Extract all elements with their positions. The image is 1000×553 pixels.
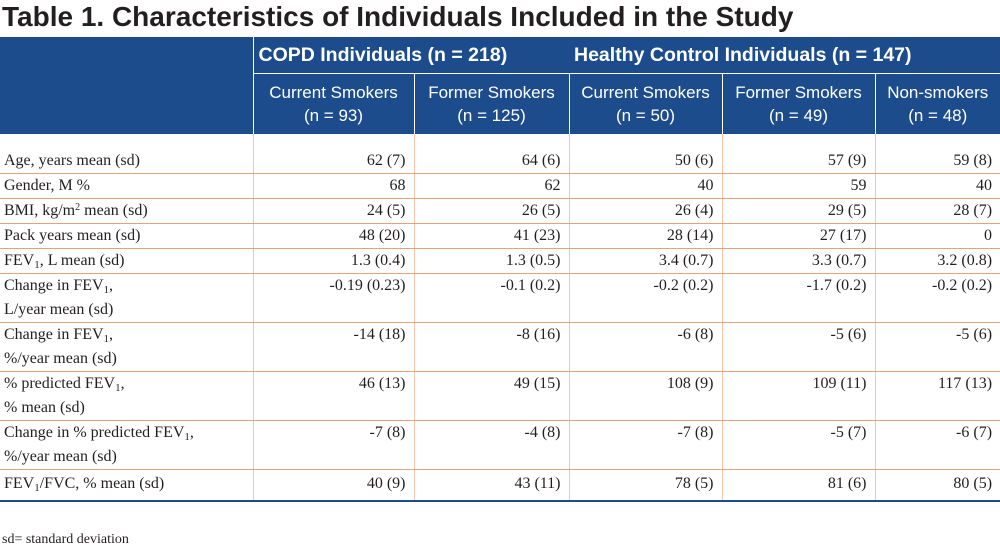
header-corner-lower	[0, 73, 253, 134]
column-header: Current Smokers (n = 50)	[568, 73, 722, 134]
table-cell: 3.3 (0.7)	[721, 248, 875, 274]
column-header: Former Smokers (n = 125)	[413, 73, 569, 134]
table-cell: -1.7 (0.2)	[721, 273, 875, 323]
header-corner	[0, 37, 253, 74]
table-row: Change in FEV1, L/year mean (sd) -0.19 (0…	[0, 273, 1000, 323]
table-cell: 81 (6)	[721, 469, 875, 502]
table-cell: -7 (8)	[568, 420, 722, 470]
row-label: % predicted FEV1,% mean (sd)	[0, 371, 253, 421]
table-cell: -0.19 (0.23)	[252, 273, 414, 323]
table-cell: -14 (18)	[252, 322, 414, 372]
table-row: FEV1, L mean (sd) 1.3 (0.4) 1.3 (0.5) 3.…	[0, 248, 1000, 274]
table-cell: 117 (13)	[874, 371, 1000, 421]
table-cell: 29 (5)	[721, 198, 875, 224]
table-title: Table 1. Characteristics of Individuals …	[2, 1, 794, 32]
table-cell: 59 (8)	[874, 134, 1000, 174]
table-row: FEV1/FVC, % mean (sd) 40 (9) 43 (11) 78 …	[0, 469, 1000, 502]
table-row: Change in FEV1, %/year mean (sd) -14 (18)…	[0, 322, 1000, 372]
column-header: Former Smokers (n = 49)	[721, 73, 875, 134]
table-cell: 28 (14)	[568, 223, 722, 249]
column-header: Current Smokers (n = 93)	[252, 73, 414, 134]
row-label: BMI, kg/m2 mean (sd)	[0, 198, 253, 224]
group-header-copd: COPD Individuals (n = 218)	[252, 37, 569, 74]
table-cell: 1.3 (0.5)	[413, 248, 569, 274]
table-cell: 43 (11)	[413, 469, 569, 502]
table-row: % predicted FEV1,% mean (sd) 46 (13) 49 …	[0, 371, 1000, 421]
table-cell: 80 (5)	[874, 469, 1000, 502]
table-cell: 40	[568, 173, 722, 199]
table-cell: 41 (23)	[413, 223, 569, 249]
column-header: Non-smokers (n = 48)	[874, 73, 1000, 134]
table-cell: 109 (11)	[721, 371, 875, 421]
table-cell: -6 (8)	[568, 322, 722, 372]
row-label: Gender, M %	[0, 173, 253, 199]
table-cell: -7 (8)	[252, 420, 414, 470]
table-cell: -4 (8)	[413, 420, 569, 470]
footnote: sd= standard deviation	[2, 532, 129, 547]
table-cell: -8 (16)	[413, 322, 569, 372]
table-cell: 24 (5)	[252, 198, 414, 224]
table-cell: 48 (20)	[252, 223, 414, 249]
table-cell: 50 (6)	[568, 134, 722, 174]
table-cell: 1.3 (0.4)	[252, 248, 414, 274]
table-cell: -5 (6)	[874, 322, 1000, 372]
table-cell: 78 (5)	[568, 469, 722, 502]
row-label: Change in FEV1, L/year mean (sd)	[0, 273, 253, 323]
row-label: Change in % predicted FEV1, %/year mean (…	[0, 420, 253, 470]
group-header-healthy: Healthy Control Individuals (n = 147)	[569, 37, 1000, 74]
table-cell: 26 (5)	[413, 198, 569, 224]
table-row: Change in % predicted FEV1, %/year mean (…	[0, 420, 1000, 470]
table-cell: 40	[874, 173, 1000, 199]
table-row: Pack years mean (sd) 48 (20) 41 (23) 28 …	[0, 223, 1000, 249]
table-row: Gender, M % 68 62 40 59 40	[0, 173, 1000, 199]
table-cell: 0	[874, 223, 1000, 249]
table-cell: 3.2 (0.8)	[874, 248, 1000, 274]
row-label: FEV1, L mean (sd)	[0, 248, 253, 274]
table-cell: 59	[721, 173, 875, 199]
row-label: Age, years mean (sd)	[0, 134, 253, 174]
row-label: FEV1/FVC, % mean (sd)	[0, 469, 253, 502]
row-label: Change in FEV1, %/year mean (sd)	[0, 322, 253, 372]
table-cell: 46 (13)	[252, 371, 414, 421]
table-cell: 27 (17)	[721, 223, 875, 249]
table-cell: -5 (7)	[721, 420, 875, 470]
table-cell: 64 (6)	[413, 134, 569, 174]
table-cell: 26 (4)	[568, 198, 722, 224]
table-cell: 62 (7)	[252, 134, 414, 174]
table-cell: 28 (7)	[874, 198, 1000, 224]
table-cell: -0.2 (0.2)	[568, 273, 722, 323]
row-label: Pack years mean (sd)	[0, 223, 253, 249]
table-cell: 108 (9)	[568, 371, 722, 421]
table-cell: -6 (7)	[874, 420, 1000, 470]
table-cell: 40 (9)	[252, 469, 414, 502]
table-cell: 57 (9)	[721, 134, 875, 174]
table-cell: -0.2 (0.2)	[874, 273, 1000, 323]
table-cell: -0.1 (0.2)	[413, 273, 569, 323]
table-row: BMI, kg/m2 mean (sd) 24 (5) 26 (5) 26 (4…	[0, 198, 1000, 224]
characteristics-table: COPD Individuals (n = 218) Healthy Contr…	[0, 37, 1000, 502]
table-cell: -5 (6)	[721, 322, 875, 372]
table-cell: 3.4 (0.7)	[568, 248, 722, 274]
table-cell: 62	[413, 173, 569, 199]
table-cell: 68	[252, 173, 414, 199]
table-row: Age, years mean (sd) 62 (7) 64 (6) 50 (6…	[0, 134, 1000, 174]
table-cell: 49 (15)	[413, 371, 569, 421]
